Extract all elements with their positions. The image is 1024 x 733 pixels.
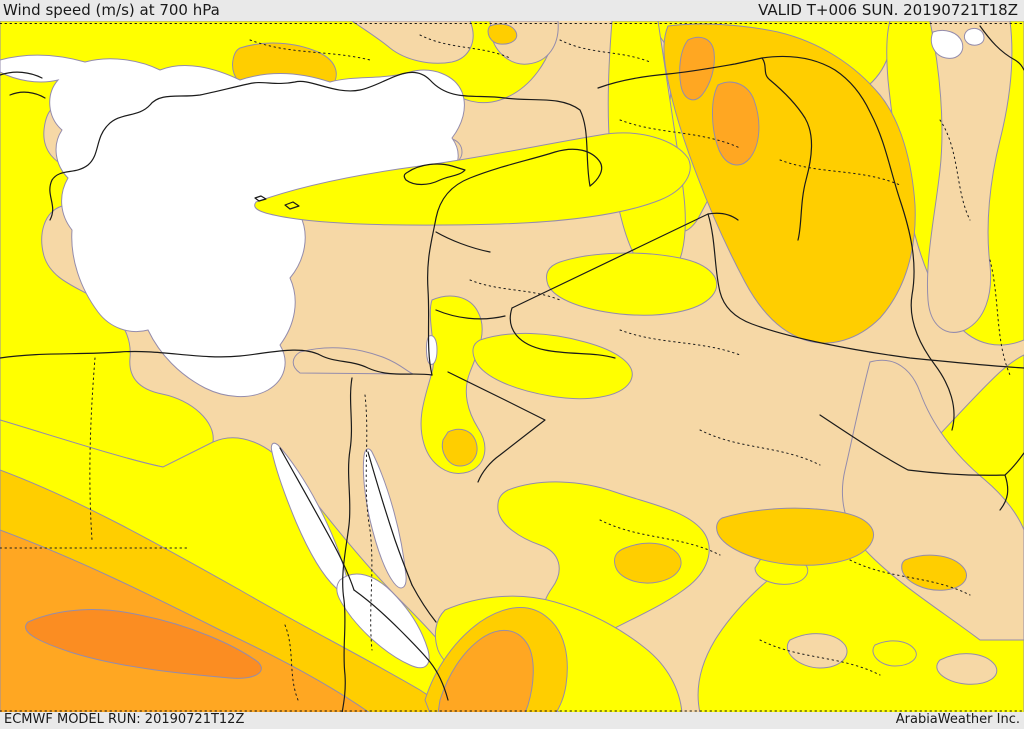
model-run-label: ECMWF MODEL RUN: 20190721T12Z: [4, 712, 245, 727]
footer-bar: ECMWF MODEL RUN: 20190721T12Z ArabiaWeat…: [0, 712, 1024, 729]
wind-contour-layer-orange: [0, 36, 760, 714]
dotted-boundary-lines: [0, 23, 1024, 712]
branding-label: ArabiaWeather Inc.: [895, 712, 1020, 727]
valid-time-label: VALID T+006 SUN. 20190721T18Z: [758, 1, 1018, 19]
wind-contour-layer-white: [0, 27, 985, 669]
header-bar: Wind speed (m/s) at 700 hPa VALID T+006 …: [0, 0, 1024, 21]
country-border-lines: [0, 25, 1024, 714]
map-title: Wind speed (m/s) at 700 hPa: [3, 1, 220, 19]
wind-contour-layer-deep-orange: [25, 609, 262, 679]
